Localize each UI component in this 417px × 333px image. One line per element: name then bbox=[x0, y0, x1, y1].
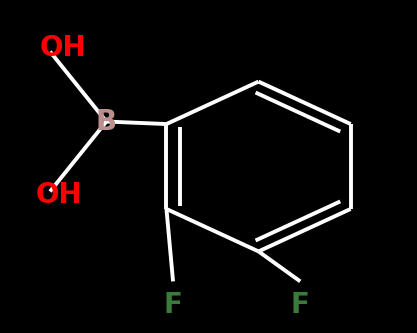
Text: F: F bbox=[291, 291, 310, 319]
Text: B: B bbox=[96, 108, 117, 136]
Text: F: F bbox=[163, 291, 183, 319]
Text: OH: OH bbox=[35, 181, 82, 209]
Text: OH: OH bbox=[40, 34, 86, 62]
